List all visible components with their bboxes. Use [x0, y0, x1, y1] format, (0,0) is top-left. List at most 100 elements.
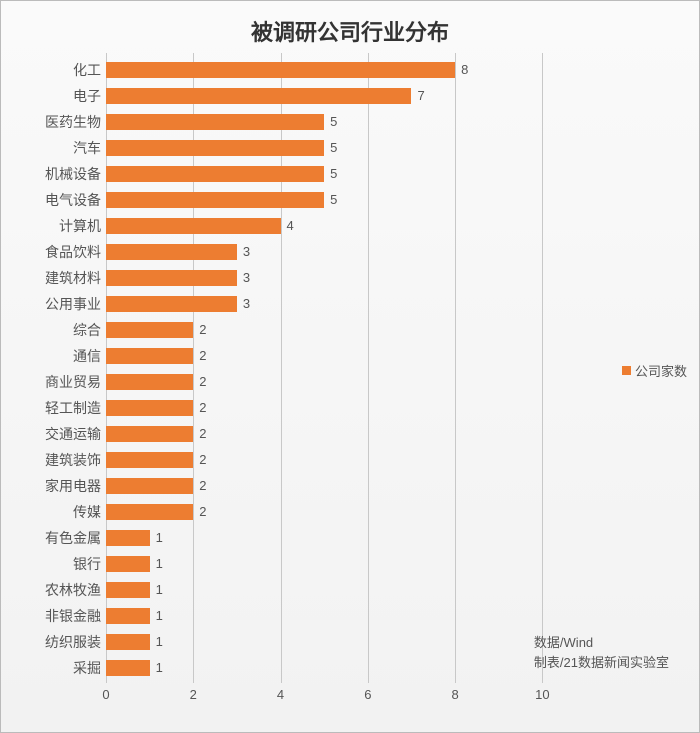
- bar-row: 交通运输2: [106, 421, 586, 447]
- bar: [106, 608, 150, 624]
- y-axis-category-label: 家用电器: [1, 473, 101, 499]
- bar-value-label: 2: [193, 395, 206, 421]
- bar-row: 公用事业3: [106, 291, 586, 317]
- bar: [106, 296, 237, 312]
- x-tick-label: 0: [102, 687, 109, 702]
- bar: [106, 140, 324, 156]
- bar: [106, 244, 237, 260]
- y-axis-category-label: 纺织服装: [1, 629, 101, 655]
- bar-value-label: 3: [237, 239, 250, 265]
- bar-row: 农林牧渔1: [106, 577, 586, 603]
- y-axis-category-label: 食品饮料: [1, 239, 101, 265]
- bar-row: 有色金属1: [106, 525, 586, 551]
- x-tick-label: 6: [364, 687, 371, 702]
- bar: [106, 218, 281, 234]
- bar-value-label: 2: [193, 421, 206, 447]
- bar-row: 家用电器2: [106, 473, 586, 499]
- bar-row: 综合2: [106, 317, 586, 343]
- y-axis-category-label: 汽车: [1, 135, 101, 161]
- bar-row: 商业贸易2: [106, 369, 586, 395]
- bar: [106, 166, 324, 182]
- y-axis-category-label: 计算机: [1, 213, 101, 239]
- y-axis-category-label: 传媒: [1, 499, 101, 525]
- bar-value-label: 2: [193, 343, 206, 369]
- bar: [106, 348, 193, 364]
- bar-value-label: 5: [324, 187, 337, 213]
- y-axis-category-label: 农林牧渔: [1, 577, 101, 603]
- legend-swatch: [622, 366, 631, 375]
- bar: [106, 530, 150, 546]
- bar-value-label: 2: [193, 447, 206, 473]
- bar-value-label: 5: [324, 135, 337, 161]
- x-tick-label: 2: [190, 687, 197, 702]
- y-axis-category-label: 电子: [1, 83, 101, 109]
- bar-value-label: 5: [324, 109, 337, 135]
- bar: [106, 478, 193, 494]
- bar-row: 轻工制造2: [106, 395, 586, 421]
- bar: [106, 556, 150, 572]
- bar-value-label: 3: [237, 291, 250, 317]
- bar-value-label: 1: [150, 525, 163, 551]
- legend-label: 公司家数: [635, 361, 687, 380]
- bar-value-label: 8: [455, 57, 468, 83]
- bar: [106, 374, 193, 390]
- bar-row: 汽车5: [106, 135, 586, 161]
- bar-value-label: 4: [281, 213, 294, 239]
- bar-row: 计算机4: [106, 213, 586, 239]
- bar-value-label: 3: [237, 265, 250, 291]
- chart-container: 被调研公司行业分布 0246810化工8电子7医药生物5汽车5机械设备5电气设备…: [0, 0, 700, 733]
- bar: [106, 660, 150, 676]
- y-axis-category-label: 建筑装饰: [1, 447, 101, 473]
- bar-value-label: 2: [193, 473, 206, 499]
- bar-value-label: 5: [324, 161, 337, 187]
- bar: [106, 322, 193, 338]
- bar: [106, 270, 237, 286]
- bar-row: 纺织服装1: [106, 629, 586, 655]
- bar: [106, 192, 324, 208]
- bar-row: 传媒2: [106, 499, 586, 525]
- y-axis-category-label: 通信: [1, 343, 101, 369]
- bar-value-label: 1: [150, 551, 163, 577]
- legend: 公司家数: [622, 361, 687, 380]
- y-axis-category-label: 轻工制造: [1, 395, 101, 421]
- bar: [106, 582, 150, 598]
- bar-value-label: 2: [193, 369, 206, 395]
- bar-value-label: 1: [150, 629, 163, 655]
- bar-row: 通信2: [106, 343, 586, 369]
- bar-value-label: 1: [150, 655, 163, 681]
- credit-line-1: 数据/Wind: [534, 633, 669, 653]
- y-axis-category-label: 公用事业: [1, 291, 101, 317]
- x-tick-label: 10: [535, 687, 549, 702]
- bar-row: 建筑材料3: [106, 265, 586, 291]
- y-axis-category-label: 综合: [1, 317, 101, 343]
- credits: 数据/Wind 制表/21数据新闻实验室: [534, 633, 669, 672]
- bar-row: 机械设备5: [106, 161, 586, 187]
- bar-row: 非银金融1: [106, 603, 586, 629]
- bar-value-label: 1: [150, 603, 163, 629]
- y-axis-category-label: 电气设备: [1, 187, 101, 213]
- bar-value-label: 2: [193, 317, 206, 343]
- bar-row: 建筑装饰2: [106, 447, 586, 473]
- bar-row: 食品饮料3: [106, 239, 586, 265]
- bar-value-label: 2: [193, 499, 206, 525]
- bar: [106, 634, 150, 650]
- y-axis-category-label: 机械设备: [1, 161, 101, 187]
- y-axis-category-label: 非银金融: [1, 603, 101, 629]
- bar-row: 电气设备5: [106, 187, 586, 213]
- x-tick-label: 4: [277, 687, 284, 702]
- y-axis-category-label: 银行: [1, 551, 101, 577]
- bar: [106, 114, 324, 130]
- bar-row: 采掘1: [106, 655, 586, 681]
- bar-row: 银行1: [106, 551, 586, 577]
- y-axis-category-label: 交通运输: [1, 421, 101, 447]
- bar: [106, 62, 455, 78]
- y-axis-category-label: 采掘: [1, 655, 101, 681]
- y-axis-category-label: 医药生物: [1, 109, 101, 135]
- bar-row: 化工8: [106, 57, 586, 83]
- bar-row: 电子7: [106, 83, 586, 109]
- chart-title: 被调研公司行业分布: [1, 1, 699, 53]
- bar: [106, 400, 193, 416]
- x-tick-label: 8: [451, 687, 458, 702]
- bar: [106, 426, 193, 442]
- y-axis-category-label: 化工: [1, 57, 101, 83]
